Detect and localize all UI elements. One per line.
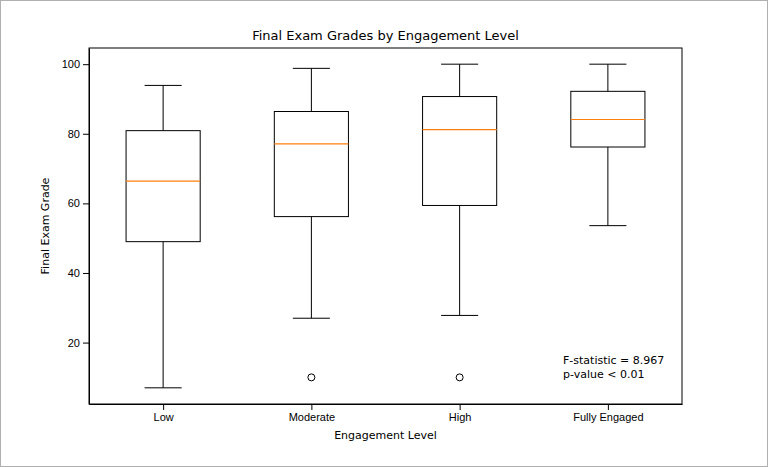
whisker-low bbox=[311, 217, 312, 319]
x-tick-mark bbox=[311, 404, 312, 410]
y-axis-line bbox=[89, 49, 90, 405]
x-axis-line bbox=[90, 404, 683, 405]
x-tick-label: Fully Engaged bbox=[573, 411, 643, 423]
boxes bbox=[126, 64, 645, 388]
whisker-low bbox=[459, 205, 460, 315]
outlier bbox=[308, 374, 315, 381]
y-tick-label: 80 bbox=[68, 128, 80, 140]
x-tick: Low bbox=[154, 404, 174, 423]
box bbox=[126, 131, 200, 242]
x-tick: High bbox=[449, 404, 472, 423]
y-tick: 20 bbox=[68, 337, 89, 349]
median bbox=[274, 143, 348, 144]
y-tick-mark bbox=[83, 273, 89, 274]
box bbox=[274, 112, 348, 217]
y-tick-mark bbox=[83, 64, 89, 65]
y-tick: 40 bbox=[68, 267, 89, 279]
plot-frame bbox=[89, 48, 682, 404]
box bbox=[571, 91, 645, 147]
y-tick: 60 bbox=[68, 197, 89, 209]
cap-high bbox=[293, 68, 330, 69]
whisker-high bbox=[607, 64, 608, 91]
whisker-high bbox=[459, 64, 460, 96]
outlier bbox=[456, 374, 463, 381]
whisker-high bbox=[163, 85, 164, 130]
cap-high bbox=[145, 85, 182, 86]
y-axis-title: Final Exam Grade bbox=[39, 177, 52, 274]
x-tick: Fully Engaged bbox=[573, 404, 643, 423]
cap-low bbox=[145, 387, 182, 388]
y-tick: 80 bbox=[68, 128, 89, 140]
cap-low bbox=[293, 318, 330, 319]
x-axis-title: Engagement Level bbox=[334, 429, 437, 442]
median bbox=[571, 119, 645, 120]
x-tick-label: High bbox=[449, 411, 472, 423]
chart: 20 40 60 80 100 Low Moderate High Fully Engaged F… bbox=[0, 0, 768, 467]
y-tick-label: 20 bbox=[68, 337, 80, 349]
y-tick-mark bbox=[83, 343, 89, 344]
whisker-low bbox=[607, 147, 608, 226]
annotation: F-statistic = 8.967 bbox=[563, 354, 664, 367]
y-tick-label: 40 bbox=[68, 267, 80, 279]
annotation: p-value < 0.01 bbox=[563, 368, 644, 381]
y-tick-mark bbox=[83, 203, 89, 204]
median bbox=[423, 129, 497, 130]
box-group bbox=[571, 64, 645, 225]
x-tick-mark bbox=[163, 404, 164, 410]
y-tick-mark bbox=[83, 134, 89, 135]
whisker-low bbox=[163, 242, 164, 388]
cap-high bbox=[589, 64, 626, 65]
x-tick-label: Moderate bbox=[289, 411, 335, 423]
x-axis: Low Moderate High Fully Engaged bbox=[90, 404, 683, 423]
box-group bbox=[126, 85, 200, 387]
plot: 20 40 60 80 100 Low Moderate High Fully Engaged bbox=[62, 48, 683, 423]
box bbox=[423, 97, 497, 206]
y-tick-label: 60 bbox=[68, 197, 80, 209]
x-tick-mark bbox=[608, 404, 609, 410]
y-tick: 100 bbox=[62, 58, 89, 70]
y-axis: 20 40 60 80 100 bbox=[62, 49, 90, 405]
whisker-high bbox=[311, 68, 312, 111]
y-tick-label: 100 bbox=[62, 58, 80, 70]
cap-high bbox=[441, 64, 478, 65]
cap-low bbox=[441, 315, 478, 316]
figure-border bbox=[1, 1, 768, 467]
median bbox=[126, 181, 200, 182]
cap-low bbox=[589, 225, 626, 226]
x-tick-label: Low bbox=[154, 411, 174, 423]
box-group bbox=[274, 68, 348, 381]
x-tick: Moderate bbox=[289, 404, 335, 423]
box-group bbox=[423, 64, 497, 381]
title: Final Exam Grades by Engagement Level bbox=[252, 28, 519, 43]
x-tick-mark bbox=[460, 404, 461, 410]
